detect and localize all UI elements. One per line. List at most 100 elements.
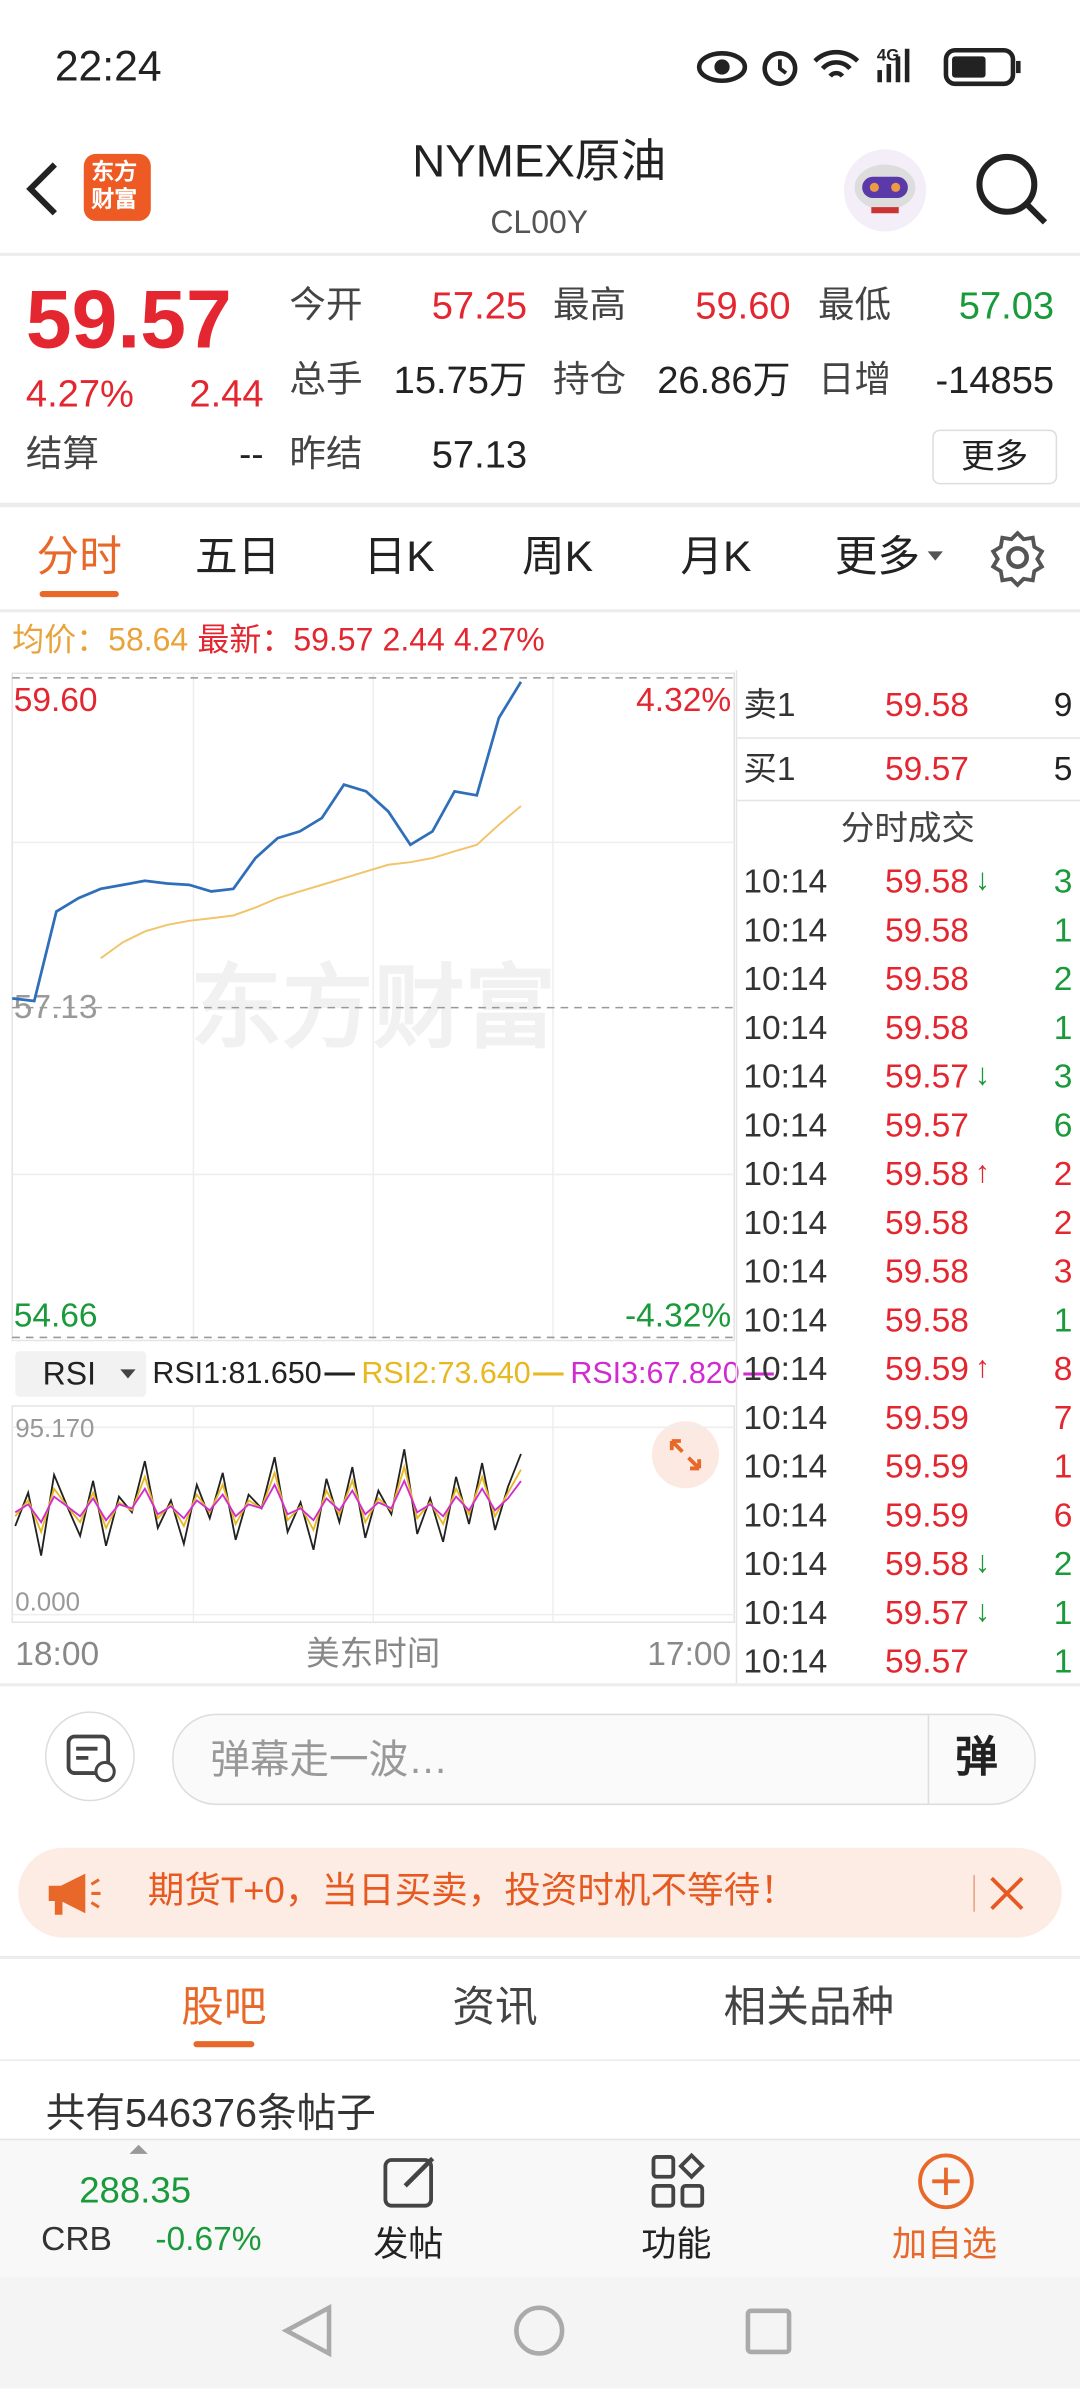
order-price: 59.58 (885, 685, 969, 724)
status-icons: 4G (696, 45, 1021, 87)
trade-price: 59.58 (885, 1154, 969, 1193)
trade-direction: ↓ (974, 863, 991, 898)
divider (0, 1683, 1080, 1687)
logo: 东方 财富 (83, 153, 151, 221)
assistant-avatar[interactable] (841, 146, 929, 234)
divider (0, 252, 1080, 256)
tab[interactable]: 分时 (36, 533, 122, 581)
trade-price: 59.58 (885, 910, 969, 949)
divider (973, 1875, 975, 1912)
logo-text: 东方 (91, 159, 138, 186)
avg-price: 58.64 (108, 623, 189, 659)
y2-tick-label: 4.32% (636, 682, 731, 719)
trade-price: 59.57 (885, 1057, 969, 1096)
post-icon[interactable] (381, 2152, 442, 2213)
toolbar-action[interactable]: 发帖 (373, 2223, 444, 2264)
field-value: 57.13 (431, 434, 528, 477)
indicator-name: RSI (42, 1357, 96, 1393)
trade-direction: ↓ (974, 1594, 991, 1629)
trade-volume: 2 (1053, 1544, 1073, 1583)
trade-volume: 1 (1053, 910, 1073, 949)
trade-time: 10:14 (743, 1593, 828, 1632)
trade-price: 59.57 (885, 1105, 969, 1144)
tab[interactable]: 更多 (834, 533, 921, 581)
divider (0, 502, 1080, 508)
field-value: -14855 (935, 359, 1055, 403)
comment-placeholder: 弹幕走一波… (210, 1736, 448, 1783)
divider (0, 2059, 1080, 2061)
add-watchlist-icon[interactable] (915, 2151, 976, 2212)
time-axis-start: 18:00 (15, 1634, 100, 1673)
last-price: 59.57 (25, 274, 232, 366)
field-label: 日增 (817, 359, 892, 401)
trade-time: 10:14 (743, 1642, 828, 1681)
tab[interactable]: 五日 (194, 533, 281, 581)
legend-swatch (742, 1372, 774, 1376)
change-percent: 4.27% (25, 373, 134, 416)
trade-time: 10:14 (743, 1495, 828, 1534)
trade-direction: ↑ (974, 1351, 991, 1385)
field-label: 总手 (289, 359, 363, 401)
tab[interactable]: 周K (521, 533, 594, 581)
expand-button[interactable] (651, 1421, 719, 1489)
y2-tick-label: -4.32% (625, 1298, 731, 1335)
order-volume: 9 (1053, 685, 1073, 724)
trade-time: 10:14 (743, 1349, 828, 1388)
barrage-button[interactable]: 弹 (955, 1733, 998, 1781)
trade-volume: 3 (1053, 1057, 1073, 1096)
tab-indicator (39, 591, 119, 598)
trade-price: 59.59 (885, 1495, 969, 1534)
field-label: 结算 (25, 434, 100, 476)
tab[interactable]: 月K (680, 533, 752, 581)
promo-banner[interactable]: 期货T+0，当日买卖，投资时机不等待！ (18, 1847, 1062, 1938)
trade-direction: ↓ (974, 1058, 991, 1093)
community-tab[interactable]: 股吧 (181, 1983, 267, 2031)
y-tick-label: 0.000 (15, 1588, 80, 1616)
trade-time: 10:14 (743, 959, 828, 998)
trade-time: 10:14 (743, 862, 828, 901)
toolbar-action[interactable]: 加自选 (891, 2223, 997, 2264)
rsi-line (14, 1478, 522, 1524)
trade-price: 59.58 (885, 959, 969, 998)
close-button[interactable] (987, 1874, 1027, 1914)
trade-volume: 1 (1053, 1593, 1073, 1632)
trade-time: 10:14 (743, 1447, 828, 1486)
field-label: 昨结 (289, 434, 363, 476)
expand-caret[interactable] (128, 2143, 149, 2155)
post-count: 共有546376条帖子 (45, 2089, 376, 2136)
trade-price: 59.58 (885, 1544, 969, 1583)
trade-volume: 6 (1053, 1105, 1073, 1144)
clock: 22:24 (54, 42, 162, 90)
page-title: NYMEX原油 (412, 137, 667, 188)
trade-volume: 8 (1053, 1349, 1073, 1388)
field-value: 59.60 (695, 284, 791, 328)
indicator-select[interactable]: RSI (15, 1351, 147, 1397)
field-label: 今开 (289, 284, 363, 326)
trade-time: 10:14 (743, 1252, 828, 1291)
field-value: 57.03 (958, 284, 1055, 328)
bottom-toolbar: 288.35 CRB -0.67% (0, 2138, 1080, 2279)
divider (927, 1715, 930, 1804)
search-button[interactable] (972, 149, 1051, 228)
tab[interactable]: 日K (363, 533, 435, 581)
back-button[interactable] (21, 158, 67, 219)
toolbar-action[interactable]: 功能 (641, 2223, 712, 2264)
functions-icon[interactable] (649, 2152, 710, 2213)
indicator-legend: RSI1:81.650 RSI2:73.640 RSI3:67.820 (152, 1359, 779, 1389)
dropdown-caret (927, 551, 943, 561)
trade-volume: 1 (1053, 1008, 1073, 1047)
community-tab[interactable]: 资讯 (452, 1983, 538, 2031)
y-tick-label: 54.66 (14, 1298, 98, 1335)
watermark: 东方财富 (190, 957, 556, 1059)
divider (0, 609, 1080, 613)
community-tab[interactable]: 相关品种 (723, 1983, 895, 2031)
trade-volume: 7 (1053, 1398, 1073, 1437)
nav-buttons[interactable] (0, 2277, 1080, 2388)
field-value: 15.75万 (393, 359, 528, 403)
more-button[interactable]: 更多 (932, 429, 1058, 485)
order-price: 59.57 (885, 749, 969, 788)
barrage-settings[interactable] (44, 1711, 135, 1802)
trade-volume: 3 (1053, 862, 1073, 901)
comment-input[interactable]: 弹幕走一波… 弹 (172, 1713, 1036, 1806)
settings-button[interactable] (987, 527, 1048, 588)
